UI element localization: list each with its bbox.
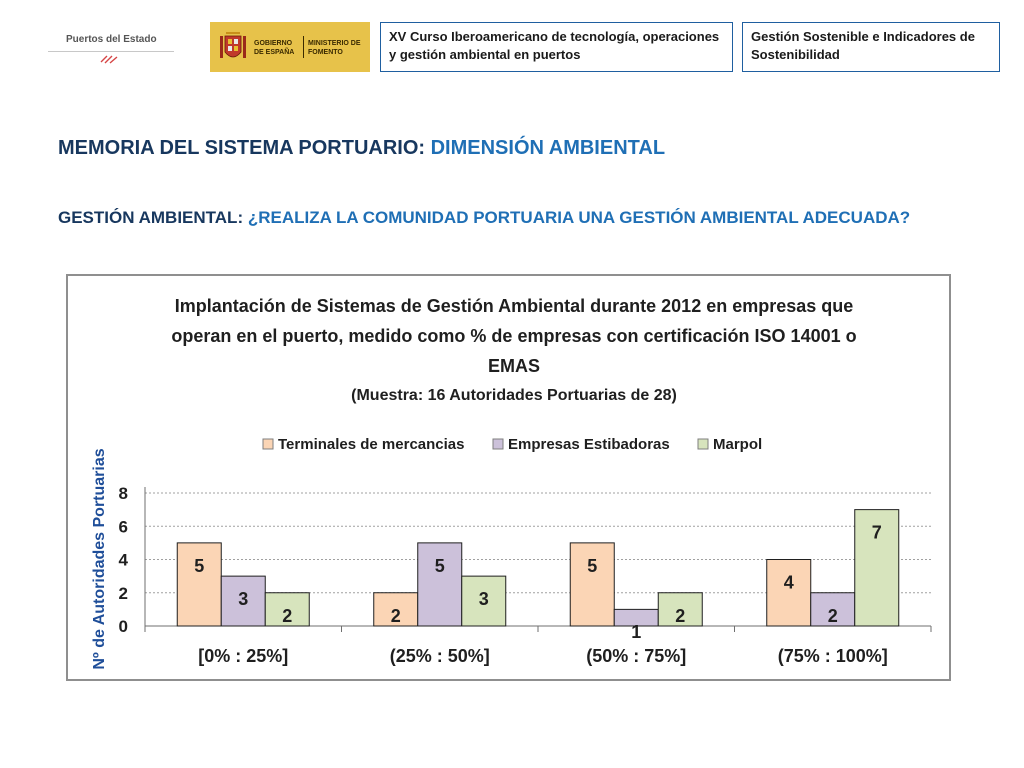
legend-label: Terminales de mercancias bbox=[278, 436, 465, 453]
course-title-box: XV Curso Iberoamericano de tecnología, o… bbox=[380, 22, 733, 72]
data-label: 2 bbox=[675, 606, 685, 626]
page-title-prefix: MEMORIA DEL SISTEMA PORTUARIO: bbox=[58, 137, 431, 159]
bar bbox=[461, 575, 507, 627]
gobierno-label: GOBIERNO DE ESPAÑA bbox=[254, 40, 295, 56]
module-title-box: Gestión Sostenible e Indicadores de Sost… bbox=[742, 22, 1000, 72]
data-label: 2 bbox=[282, 606, 292, 626]
data-label: 1 bbox=[631, 622, 641, 642]
page-subtitle: GESTIÓN AMBIENTAL: ¿REALIZA LA COMUNIDAD… bbox=[58, 205, 938, 230]
legend-swatch bbox=[492, 438, 504, 450]
data-label: 5 bbox=[194, 556, 204, 576]
puertos-del-estado-label: Puertos del Estado bbox=[66, 34, 157, 45]
data-label: 7 bbox=[872, 523, 882, 543]
y-tick-label: 0 bbox=[119, 617, 128, 636]
page-title: MEMORIA DEL SISTEMA PORTUARIO: DIMENSIÓN… bbox=[58, 137, 665, 160]
gobierno-logo: GOBIERNO DE ESPAÑA MINISTERIO DE FOMENTO bbox=[210, 22, 370, 72]
page-subtitle-prefix: GESTIÓN AMBIENTAL: bbox=[58, 208, 248, 227]
chart-title-line: EMAS bbox=[488, 356, 540, 376]
coat-of-arms-icon bbox=[220, 32, 246, 58]
x-tick-label: (25% : 50%] bbox=[390, 646, 490, 666]
chart-subtitle: (Muestra: 16 Autoridades Portuarias de 2… bbox=[351, 387, 677, 404]
logo-divider bbox=[48, 51, 174, 52]
bar bbox=[417, 542, 463, 627]
data-label: 5 bbox=[435, 556, 445, 576]
bar bbox=[264, 592, 310, 627]
y-axis-label: Nº de Autoridades Portuarias bbox=[91, 448, 108, 669]
puertos-mark-icon bbox=[100, 55, 118, 64]
legend-label: Empresas Estibadoras bbox=[508, 436, 670, 453]
data-label: 5 bbox=[587, 556, 597, 576]
bar-chart: Implantación de Sistemas de Gestión Ambi… bbox=[91, 296, 932, 670]
data-label: 2 bbox=[391, 606, 401, 626]
legend-label: Marpol bbox=[713, 436, 762, 453]
bar bbox=[569, 542, 615, 627]
y-tick-label: 2 bbox=[119, 584, 128, 603]
puertos-del-estado-logo: Puertos del Estado bbox=[48, 28, 178, 68]
page-title-highlight: DIMENSIÓN AMBIENTAL bbox=[430, 137, 666, 159]
data-label: 3 bbox=[238, 589, 248, 609]
bar bbox=[657, 592, 703, 627]
ministerio-label: MINISTERIO DE FOMENTO bbox=[308, 40, 361, 56]
gobierno-separator bbox=[303, 36, 304, 58]
bar bbox=[373, 592, 419, 627]
bar bbox=[176, 542, 222, 627]
x-tick-label: [0% : 25%] bbox=[198, 646, 288, 666]
x-tick-label: (50% : 75%] bbox=[586, 646, 686, 666]
x-tick-label: (75% : 100%] bbox=[778, 646, 888, 666]
bar bbox=[766, 559, 812, 627]
legend-swatch bbox=[262, 438, 274, 450]
chart-title-line: Implantación de Sistemas de Gestión Ambi… bbox=[175, 296, 854, 316]
data-label: 4 bbox=[784, 573, 794, 593]
legend-swatch bbox=[697, 438, 709, 450]
y-tick-label: 4 bbox=[119, 551, 129, 570]
y-tick-label: 8 bbox=[119, 484, 128, 503]
chart-title-line: operan en el puerto, medido como % de em… bbox=[171, 326, 856, 346]
data-label: 2 bbox=[828, 606, 838, 626]
chart-frame: Implantación de Sistemas de Gestión Ambi… bbox=[66, 274, 951, 681]
y-tick-label: 6 bbox=[119, 517, 128, 536]
data-label: 3 bbox=[479, 589, 489, 609]
page-subtitle-highlight: ¿REALIZA LA COMUNIDAD PORTUARIA UNA GEST… bbox=[247, 208, 911, 227]
bar bbox=[854, 509, 900, 627]
